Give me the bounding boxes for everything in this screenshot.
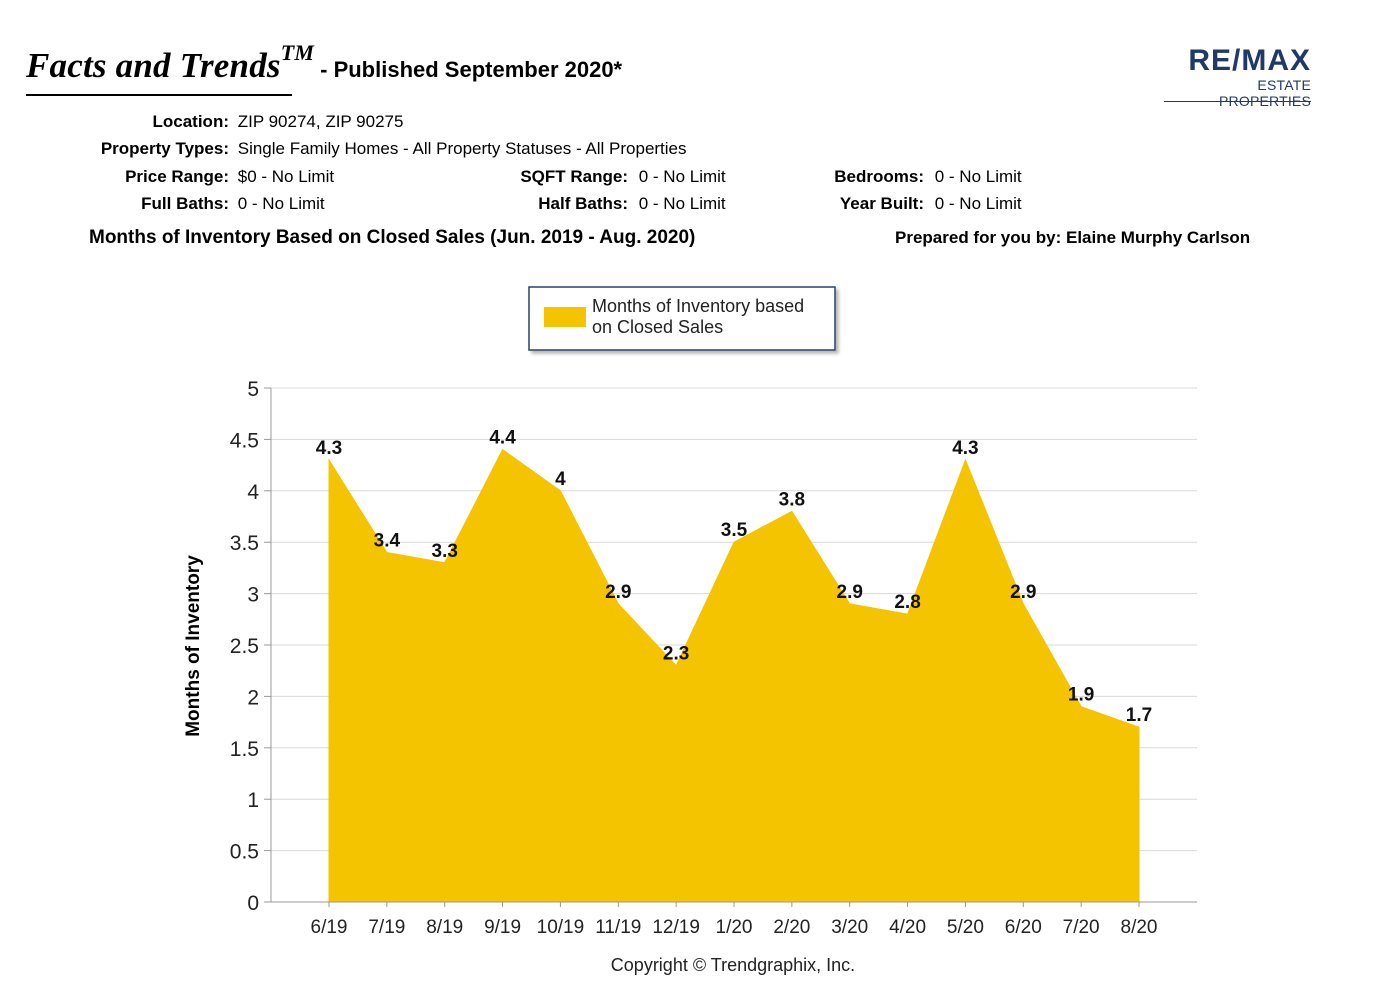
section-title: Months of Inventory Based on Closed Sale… — [89, 227, 696, 248]
y-axis-title: Months of Inventory — [183, 555, 204, 737]
x-tick-label: 4/20 — [889, 917, 926, 938]
y-tick-label: 4.5 — [230, 429, 259, 452]
data-label: 1.7 — [1126, 705, 1152, 726]
x-tick-label: 11/19 — [595, 917, 641, 938]
filter-half-baths: Half Baths: 0 - No Limit — [538, 194, 726, 213]
prepared-by: Prepared for you by: Elaine Murphy Carls… — [895, 228, 1251, 247]
x-tick-label: 9/19 — [484, 917, 521, 938]
data-label: 1.9 — [1068, 685, 1094, 706]
x-tick-label: 2/20 — [773, 917, 810, 938]
y-tick-label: 2 — [247, 686, 259, 709]
area-series — [328, 448, 1140, 903]
x-tick-label: 1/20 — [716, 917, 753, 938]
filter-location: Location: ZIP 90274, ZIP 90275 — [152, 112, 404, 131]
x-tick-label: 8/19 — [426, 917, 463, 938]
data-label: 4.3 — [316, 438, 342, 459]
y-tick-label: 4 — [247, 481, 259, 504]
remax-logo: RE/MAX ESTATE PROPERTIES — [1164, 45, 1311, 109]
y-tick-label: 3 — [247, 584, 259, 607]
chart-axes: 0 0.5 1 1.5 2 2.5 3 3.5 4 4.5 5 6/19 7/19 8/19 9/19 10/… — [230, 378, 1197, 938]
x-tick-label: 8/20 — [1121, 917, 1158, 938]
data-label: 3.8 — [779, 489, 805, 510]
legend-label-line2: on Closed Sales — [592, 317, 723, 337]
data-label: 3.5 — [721, 520, 748, 541]
filter-year-built: Year Built: 0 - No Limit — [839, 194, 1022, 213]
title-underline — [26, 94, 292, 96]
x-tick-label: 10/19 — [537, 917, 585, 938]
y-tick-label: 1 — [247, 789, 259, 812]
copyright: Copyright © Trendgraphix, Inc. — [611, 955, 855, 975]
data-label: 2.9 — [1010, 582, 1036, 603]
data-label: 3.3 — [432, 541, 458, 562]
data-label: 4.4 — [489, 428, 516, 449]
data-label: 3.4 — [374, 530, 401, 551]
chart-legend: Months of Inventory based on Closed Sale… — [528, 286, 836, 351]
data-label: 2.9 — [837, 582, 863, 603]
y-tick-label: 2.5 — [230, 635, 259, 658]
trademark: TM — [280, 40, 315, 65]
x-tick-label: 5/20 — [947, 917, 984, 938]
data-label: 4 — [555, 469, 566, 490]
data-label: 2.9 — [605, 582, 631, 603]
report-title: Facts and TrendsTM- Published September … — [26, 40, 623, 96]
x-tick-label: 3/20 — [831, 917, 868, 938]
x-tick-label: 7/20 — [1063, 917, 1100, 938]
published-date: - Published September 2020* — [320, 56, 623, 82]
data-label: 2.8 — [894, 592, 920, 613]
brand-title: Facts and TrendsTM — [26, 40, 315, 85]
y-tick-label: 3.5 — [230, 532, 259, 555]
chart-area — [328, 448, 1140, 903]
y-tick-label: 0.5 — [230, 841, 259, 864]
x-tick-label: 6/20 — [1005, 917, 1042, 938]
y-tick-label: 1.5 — [230, 738, 259, 761]
data-label: 2.3 — [663, 644, 689, 665]
x-tick-label: 12/19 — [652, 917, 700, 938]
filter-price-range: Price Range: $0 - No Limit — [125, 167, 335, 186]
y-tick-label: 5 — [247, 378, 259, 401]
filter-sqft-range: SQFT Range: 0 - No Limit — [520, 167, 726, 186]
data-labels: 4.3 3.4 3.3 4.4 4 2.9 2.3 3.5 3.8 2.9 2.8 4.3 2.9 1.9… — [316, 428, 1152, 727]
x-tick-label: 6/19 — [311, 917, 348, 938]
filter-full-baths: Full Baths: 0 - No Limit — [141, 194, 325, 213]
filter-bedrooms: Bedrooms: 0 - No Limit — [834, 167, 1022, 186]
filter-property-types: Property Types: Single Family Homes - Al… — [100, 139, 687, 158]
x-tick-label: 7/19 — [368, 917, 405, 938]
legend-label-line1: Months of Inventory based — [592, 296, 804, 316]
data-label: 4.3 — [952, 438, 978, 459]
legend-swatch — [544, 307, 586, 327]
y-tick-label: 0 — [247, 892, 259, 915]
